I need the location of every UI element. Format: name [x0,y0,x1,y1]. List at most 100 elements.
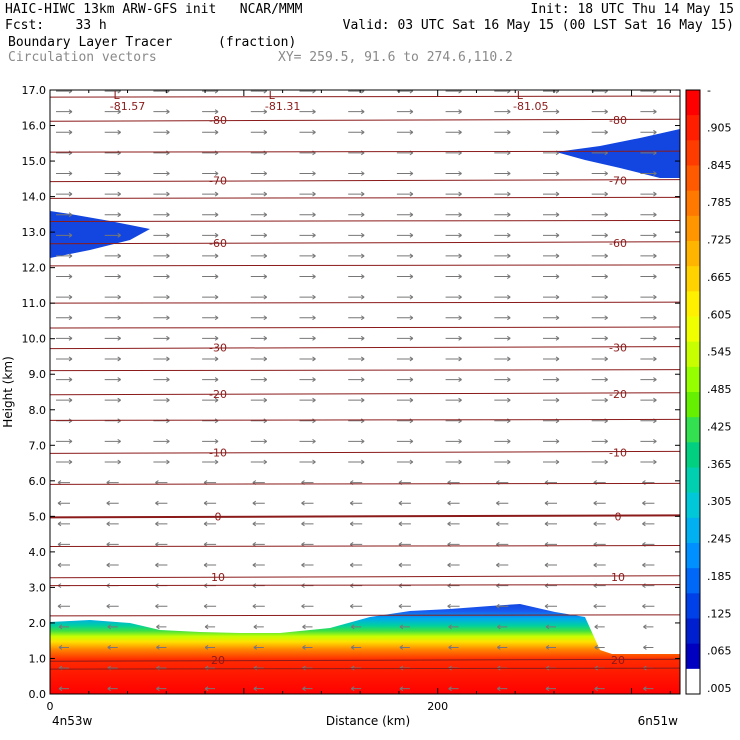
circulation-vector [104,212,121,218]
colorbar-swatch [686,291,700,318]
circulation-vector [202,377,219,382]
circulation-vector [56,150,73,156]
tracer-field-upper-left [50,211,150,258]
y-tick-label: 9.0 [29,368,47,381]
circulation-vector [299,356,316,362]
circulation-vector [591,335,608,341]
circulation-vector [155,521,168,527]
circulation-vector [445,294,462,300]
circulation-vector [153,109,170,115]
circulation-vector [56,335,73,341]
circulation-vector [250,377,268,382]
circulation-vector [640,191,657,197]
circulation-vector [543,171,560,176]
circulation-vector [543,191,560,197]
circulation-vector [153,150,170,156]
low-marker: L [269,89,276,102]
circulation-vector [58,624,69,630]
tracer-field-upper-right [556,129,680,178]
circulation-vector [58,645,69,650]
circulation-vector [302,624,313,630]
circulation-vector [398,521,411,527]
circulation-vector [56,356,73,362]
circulation-vector [253,624,264,630]
temperature-contour-line [50,575,680,579]
circulation-vector [56,191,73,197]
circulation-vector [448,624,459,630]
y-tick-label: 3.0 [29,581,47,594]
circulation-vector [642,480,655,486]
circulation-vector [299,191,316,197]
circulation-vector [640,315,657,321]
circulation-vector [497,624,508,630]
colorbar-label: .125 [707,607,732,620]
circulation-vector [348,315,365,321]
circulation-vector [155,562,168,568]
circulation-vector [252,603,265,609]
temperature-contour-label: 10 [611,571,625,584]
circulation-vector [591,129,608,135]
circulation-vector [591,294,608,300]
colorbar-swatch [686,241,700,267]
circulation-vector [204,645,216,650]
colorbar-swatch [686,215,700,242]
circulation-vector [106,521,119,527]
circulation-vector [153,129,170,135]
circulation-vector [348,253,365,259]
y-tick-label: 0.0 [29,688,47,701]
circulation-vector [202,129,219,135]
temperature-contour-label: -30 [609,342,627,355]
circulation-vector [104,356,121,362]
circulation-vector [640,397,657,403]
circulation-vector [591,438,608,444]
circulation-vector [252,521,265,527]
colorbar-label: .425 [707,420,732,433]
circulation-vector [202,171,219,176]
circulation-vector [155,542,168,547]
colorbar-swatch [686,90,700,116]
circulation-vector [640,212,657,218]
y-tick-label: 2.0 [29,617,47,630]
circulation-vector [591,315,608,321]
circulation-vector [299,335,316,341]
temperature-contour-label: -70 [209,175,227,188]
circulation-vector [348,418,365,424]
temperature-contour-line [50,667,680,670]
circulation-vector [445,459,462,465]
circulation-vector [591,212,608,218]
colorbar-label: .185 [707,570,732,583]
circulation-vector [56,294,73,300]
circulation-vector [104,377,121,382]
circulation-vector [57,542,70,547]
x-tick-label: 200 [427,700,448,713]
circulation-vector [250,212,268,218]
colorbar-label: .785 [707,196,732,209]
circulation-vector [447,603,460,609]
colorbar-swatch [686,165,700,192]
circulation-vector [640,109,657,115]
circulation-vector [398,603,411,609]
temperature-contour-label: 20 [211,654,225,667]
circulation-vector [497,645,508,650]
circulation-vector [642,521,655,527]
circulation-vector [153,459,170,465]
circulation-vector [299,212,316,218]
colorbar-swatch [686,668,700,695]
temperature-contour-label: -70 [609,175,627,188]
circulation-vector [642,603,655,609]
circulation-vector [56,377,73,382]
circulation-vector [302,645,313,650]
x-axis-left-end-label: 4n53w [52,714,93,728]
circulation-vector [396,459,414,465]
circulation-vector [593,500,606,506]
y-tick-label: 17.0 [22,84,47,97]
circulation-vector [349,562,363,568]
y-tick-label: 12.0 [22,262,47,275]
circulation-vector [591,377,608,382]
circulation-vector [253,686,264,692]
circulation-vector [56,171,73,176]
circulation-vector [591,397,608,403]
circulation-vector [398,562,411,568]
circulation-vector [543,212,560,218]
circulation-vector [153,438,170,444]
